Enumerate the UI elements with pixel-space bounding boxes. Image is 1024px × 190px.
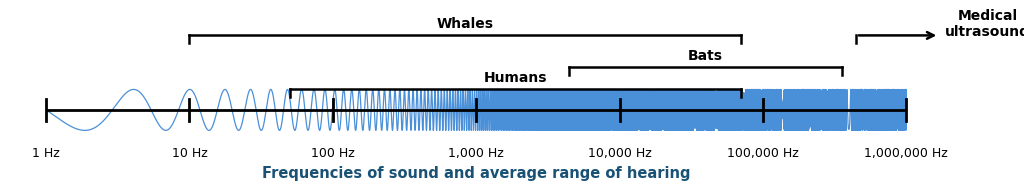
Text: 10,000 Hz: 10,000 Hz bbox=[588, 147, 651, 160]
Text: Bats: Bats bbox=[688, 49, 723, 63]
Text: 100,000 Hz: 100,000 Hz bbox=[727, 147, 799, 160]
Text: 100 Hz: 100 Hz bbox=[311, 147, 354, 160]
Text: Frequencies of sound and average range of hearing: Frequencies of sound and average range o… bbox=[262, 166, 690, 181]
Text: Humans: Humans bbox=[483, 71, 548, 85]
Text: 1,000 Hz: 1,000 Hz bbox=[449, 147, 504, 160]
Text: Medical
ultrasound: Medical ultrasound bbox=[945, 9, 1024, 39]
Text: 10 Hz: 10 Hz bbox=[172, 147, 207, 160]
Text: 1,000,000 Hz: 1,000,000 Hz bbox=[864, 147, 948, 160]
Text: 1 Hz: 1 Hz bbox=[32, 147, 60, 160]
Text: Whales: Whales bbox=[437, 17, 494, 31]
